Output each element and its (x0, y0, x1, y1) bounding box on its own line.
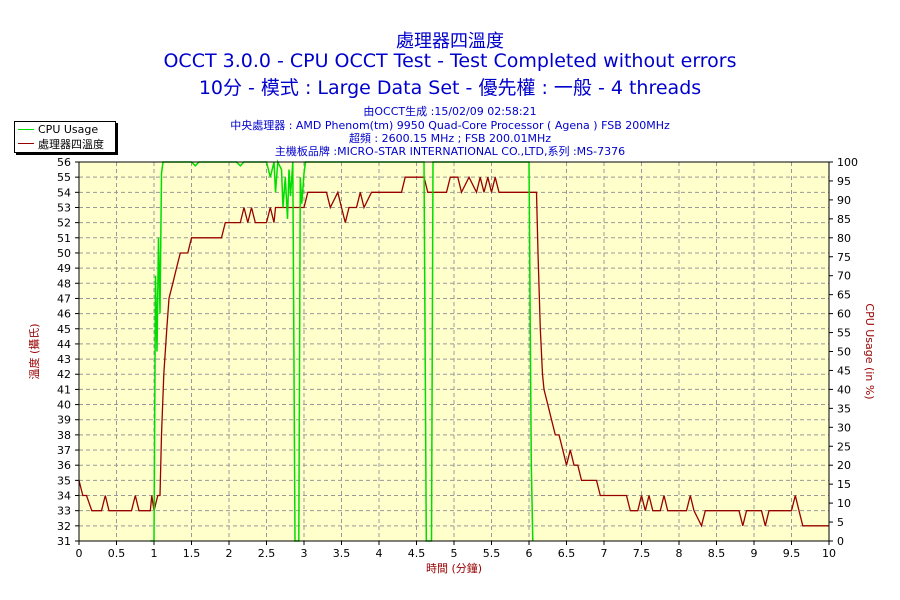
plot-frame (78, 161, 830, 542)
y-right-tick-label: 55 (837, 327, 851, 340)
y-left-tick-label: 40 (57, 399, 71, 412)
y-left-tick-label: 43 (57, 353, 71, 366)
y-right-tick-label: 25 (837, 440, 851, 453)
chart-legend: CPU Usage 處理器四溫度 (14, 121, 116, 153)
x-tick-label: 6 (526, 547, 533, 560)
generated-by-line: 由OCCT生成 :15/02/09 02:58:21 (363, 105, 537, 118)
y-left-tick-label: 36 (57, 459, 71, 472)
y-left-tick-label: 35 (57, 474, 71, 487)
legend-swatch-cpu-usage (18, 129, 34, 130)
x-tick-label: 9 (751, 547, 758, 560)
y-right-axis-label: CPU Usage (in %) (863, 303, 876, 399)
x-tick-label: 9.5 (783, 547, 801, 560)
y-left-tick-label: 45 (57, 323, 71, 336)
x-tick-label: 4 (376, 547, 383, 560)
x-tick-label: 10 (822, 547, 836, 560)
y-right-tick-label: 75 (837, 251, 851, 264)
y-left-tick-label: 51 (57, 232, 71, 245)
y-left-tick-label: 38 (57, 429, 71, 442)
y-left-tick-label: 53 (57, 201, 71, 214)
y-right-tick-label: 85 (837, 213, 851, 226)
x-tick-label: 8.5 (708, 547, 726, 560)
y-left-tick-label: 47 (57, 292, 71, 305)
y-right-tick-label: 15 (837, 478, 851, 491)
x-tick-label: 1 (151, 547, 158, 560)
x-axis-label: 時間 (分鐘) (426, 561, 482, 575)
y-left-tick-label: 32 (57, 520, 71, 533)
y-left-tick-label: 37 (57, 444, 71, 457)
y-left-axis-label: 溫度 (攝氏) (27, 323, 41, 379)
x-tick-label: 2.5 (258, 547, 276, 560)
x-tick-label: 5.5 (483, 547, 501, 560)
clock-info-line: 超頻 : 2600.15 MHz ; FSB 200.01MHz (348, 132, 552, 145)
x-tick-label: 4.5 (408, 547, 426, 560)
x-tick-label: 1.5 (183, 547, 201, 560)
y-left-tick-label: 33 (57, 505, 71, 518)
y-right-tick-label: 65 (837, 289, 851, 302)
y-right-tick-label: 100 (837, 156, 858, 169)
legend-label-cpu-usage: CPU Usage (38, 123, 99, 136)
y-right-tick-label: 5 (837, 516, 844, 529)
x-tick-label: 6.5 (558, 547, 576, 560)
chart-subtitle-2: 10分 - 模式 : Large Data Set - 優先權 : 一般 - 4… (198, 77, 702, 99)
y-right-tick-label: 60 (837, 308, 851, 321)
y-right-tick-label: 45 (837, 364, 851, 377)
x-tick-label: 0 (76, 547, 83, 560)
y-left-tick-label: 31 (57, 535, 71, 548)
y-left-tick-label: 44 (57, 338, 71, 351)
y-left-tick-label: 42 (57, 368, 71, 381)
y-left-tick-label: 49 (57, 262, 71, 275)
y-left-tick-label: 39 (57, 414, 71, 427)
x-tick-label: 5 (451, 547, 458, 560)
y-right-tick-label: 95 (837, 175, 851, 188)
legend-item-temperature: 處理器四溫度 (18, 137, 104, 151)
y-right-tick-label: 10 (837, 497, 851, 510)
y-right-tick-label: 20 (837, 459, 851, 472)
y-left-tick-label: 50 (57, 247, 71, 260)
legend-label-temperature: 處理器四溫度 (38, 137, 104, 151)
y-right-tick-label: 30 (837, 421, 851, 434)
x-tick-label: 7 (601, 547, 608, 560)
y-left-tick-label: 52 (57, 217, 71, 230)
y-left-tick-label: 56 (57, 156, 71, 169)
y-right-tick-label: 80 (837, 232, 851, 245)
legend-item-cpu-usage: CPU Usage (18, 123, 98, 136)
y-right-tick-label: 70 (837, 270, 851, 283)
y-left-tick-label: 34 (57, 490, 71, 503)
y-right-tick-label: 0 (837, 535, 844, 548)
series-line-temperature (78, 175, 829, 528)
motherboard-info-line: 主機板品牌 :MICRO-STAR INTERNATIONAL CO.,LTD,… (274, 145, 626, 158)
chart-title: 處理器四溫度 (396, 31, 504, 52)
y-left-tick-label: 48 (57, 277, 71, 290)
y-right-tick-label: 35 (837, 402, 851, 415)
chart-subtitle: OCCT 3.0.0 - CPU OCCT Test - Test Comple… (163, 50, 737, 72)
cpu-info-line: 中央處理器 : AMD Phenom(tm) 9950 Quad-Core Pr… (230, 119, 670, 132)
x-tick-label: 3.5 (333, 547, 351, 560)
x-tick-label: 8 (676, 547, 683, 560)
x-tick-label: 0.5 (108, 547, 126, 560)
x-tick-label: 3 (301, 547, 308, 560)
y-left-tick-label: 55 (57, 171, 71, 184)
x-tick-label: 7.5 (633, 547, 651, 560)
x-tick-label: 2 (226, 547, 233, 560)
legend-swatch-temperature (18, 143, 34, 144)
y-right-tick-label: 50 (837, 346, 851, 359)
y-right-tick-label: 40 (837, 383, 851, 396)
y-right-tick-label: 90 (837, 194, 851, 207)
y-left-tick-label: 54 (57, 186, 71, 199)
y-left-tick-label: 41 (57, 383, 71, 396)
y-left-tick-label: 46 (57, 308, 71, 321)
